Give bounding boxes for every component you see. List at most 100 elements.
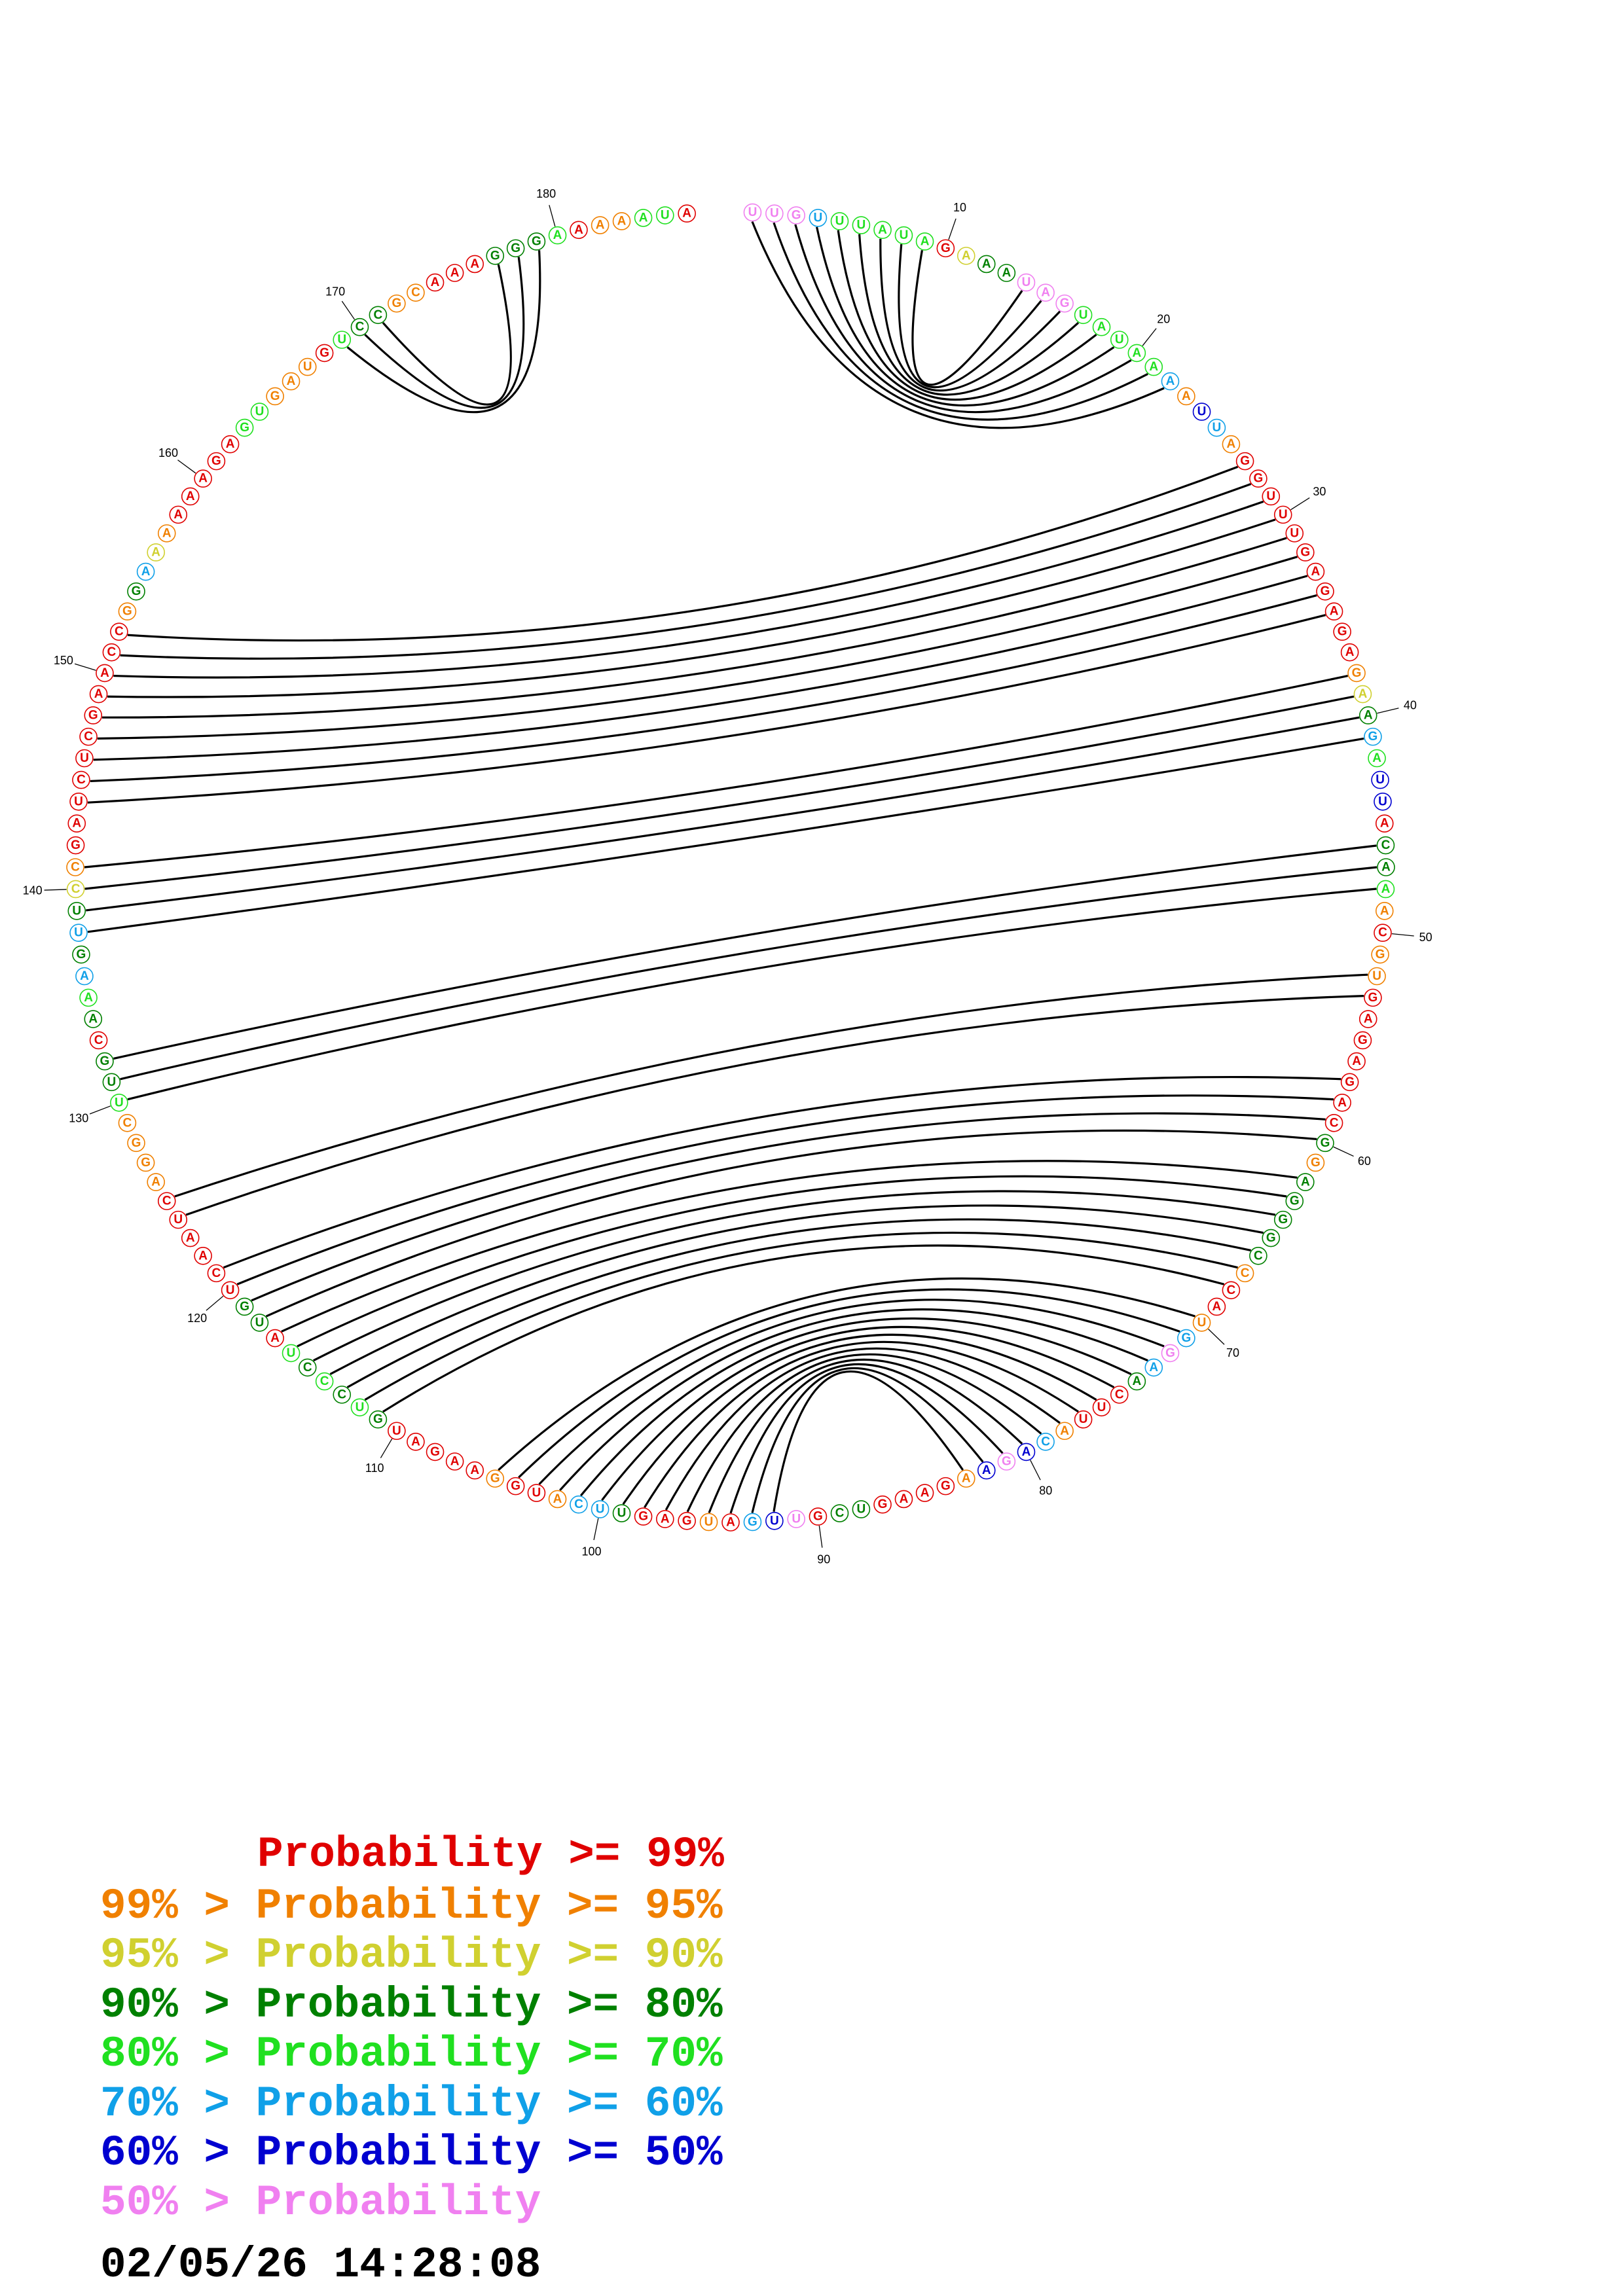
position-tick (948, 218, 957, 240)
nucleotide: A (617, 214, 627, 228)
nucleotide: A (1022, 1445, 1031, 1459)
nucleotide: G (511, 242, 520, 255)
pair-arc (346, 250, 541, 414)
nucleotide: G (1321, 584, 1330, 598)
nucleotide: A (141, 565, 151, 579)
nucleotide-circle (194, 469, 212, 488)
nucleotide: U (107, 1075, 117, 1089)
nucleotide-circle (79, 988, 98, 1007)
nucleotide-circle (66, 836, 85, 855)
nucleotide: A (1381, 861, 1391, 874)
nucleotide: U (255, 405, 264, 419)
nucleotide: A (921, 1486, 930, 1500)
nucleotide: G (1368, 991, 1378, 1005)
nucleotide-circle (207, 452, 226, 471)
position-tick (818, 1525, 823, 1548)
nucleotide: G (638, 1510, 648, 1524)
legend-entry: 95% > Probability >= 90% (100, 1931, 723, 1980)
nucleotide-circle (333, 331, 352, 349)
nucleotide: A (151, 545, 160, 559)
nucleotide-circle (852, 1500, 871, 1518)
nucleotide: G (813, 1510, 823, 1524)
pair-arc (858, 234, 1080, 396)
nucleotide-circle (787, 1510, 805, 1528)
nucleotide: U (255, 1316, 264, 1329)
nucleotide-circle (1340, 1073, 1359, 1092)
nucleotide-circle (157, 524, 176, 543)
nucleotide-circle (1353, 685, 1372, 704)
pair-arc (815, 226, 1115, 407)
pair-arc (87, 614, 1326, 804)
nucleotide-circle (147, 543, 165, 562)
nucleotide-circle (127, 1134, 145, 1153)
nucleotide: G (122, 605, 132, 619)
nucleotide-circle (548, 1490, 567, 1509)
nucleotide: G (490, 1472, 500, 1486)
nucleotide-circle (1364, 988, 1382, 1007)
position-label: 50 (1419, 931, 1432, 944)
nucleotide: A (1352, 1054, 1361, 1068)
nucleotide-circle (266, 387, 284, 406)
nucleotide-circle (1368, 749, 1386, 768)
nucleotide-circle (350, 317, 369, 336)
nucleotide-circle (997, 264, 1016, 282)
pair-arc (518, 1288, 1180, 1479)
nucleotide-circle (506, 1477, 525, 1496)
nucleotide: A (962, 1472, 971, 1486)
pair-arc (751, 1367, 984, 1513)
nucleotide: U (337, 333, 346, 347)
nucleotide-circle (1285, 524, 1304, 543)
nucleotide-circle (89, 1031, 108, 1050)
pair-arc (97, 556, 1298, 740)
nucleotide: U (532, 1486, 541, 1500)
nucleotide-circle (1144, 357, 1163, 376)
nucleotide: A (88, 1013, 98, 1026)
pair-arc (84, 675, 1349, 869)
pair-arc (708, 1358, 1023, 1514)
nucleotide: G (1300, 545, 1310, 559)
position-tick (44, 889, 67, 891)
nucleotide: A (1149, 360, 1158, 374)
nucleotide-circle (1161, 372, 1180, 391)
nucleotide-circle (957, 247, 976, 265)
nucleotide-circle (333, 1386, 352, 1404)
nucleotide-circle (298, 357, 317, 376)
nucleotide-circle (1377, 858, 1395, 876)
nucleotide: C (320, 1374, 329, 1388)
position-label: 90 (817, 1552, 830, 1566)
nucleotide: C (374, 308, 383, 322)
nucleotide: U (1079, 308, 1088, 322)
pair-arc (297, 1175, 1287, 1348)
pair-arc (86, 716, 1360, 912)
position-tick (74, 663, 96, 671)
nucleotide: A (470, 1463, 479, 1477)
pair-arc (127, 888, 1377, 1101)
nucleotide: A (450, 1454, 460, 1468)
pair-arc (313, 1190, 1276, 1362)
nucleotide-circle (678, 1511, 696, 1530)
legend-entry: 80% > Probability >= 70% (100, 2030, 723, 2079)
nucleotide-circle (486, 247, 505, 265)
nucleotide-circle (1364, 727, 1382, 746)
nucleotide: U (704, 1515, 714, 1529)
nucleotide-circle (235, 418, 254, 437)
nucleotide-circle (96, 664, 114, 683)
pair-arc (538, 1299, 1165, 1485)
nucleotide-circle (1110, 1386, 1129, 1404)
position-tick (380, 1438, 393, 1458)
nucleotide: A (878, 223, 887, 237)
nucleotide: U (835, 214, 845, 228)
nucleotide-circle (548, 226, 567, 245)
nucleotide-circle (915, 1484, 934, 1502)
nucleotide: A (72, 817, 81, 831)
nucleotide: C (1378, 926, 1387, 940)
nucleotide: G (1165, 1346, 1175, 1360)
nucleotide-circle (1273, 1210, 1292, 1229)
nucleotide: A (411, 1435, 420, 1448)
nucleotide: G (941, 1479, 951, 1493)
pair-arc (346, 1218, 1251, 1388)
nucleotide: A (84, 991, 93, 1005)
nucleotide-circle (266, 1329, 284, 1348)
nucleotide-circle (1074, 306, 1093, 325)
nucleotide: A (198, 1249, 208, 1263)
